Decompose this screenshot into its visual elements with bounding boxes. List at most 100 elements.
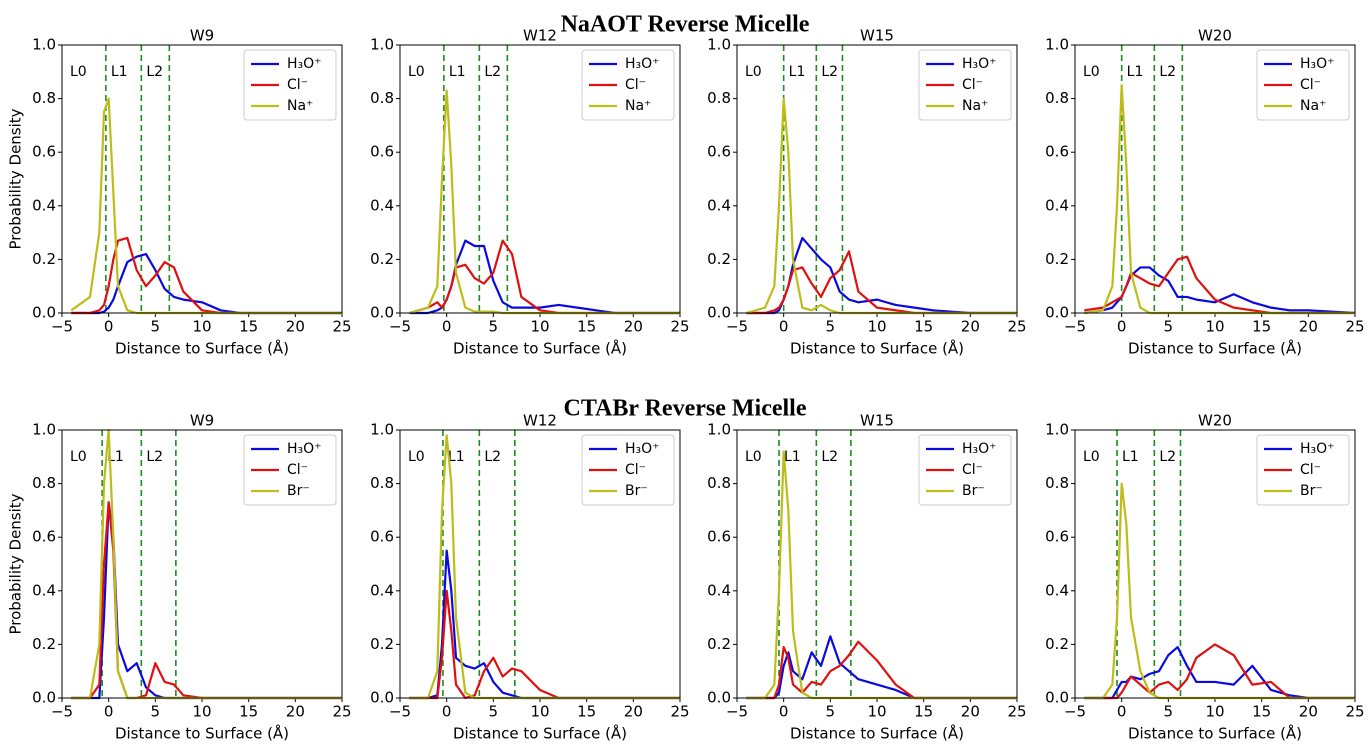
data-line: [409, 89, 680, 315]
x-tick-label: 10: [1205, 318, 1224, 336]
x-axis-label: Distance to Surface (Å): [453, 339, 627, 358]
x-tick-label: 15: [914, 703, 933, 721]
legend-label: Br⁻: [625, 483, 648, 499]
region-label: L1: [784, 449, 801, 465]
x-tick-label: −5: [51, 703, 73, 721]
legend-label: H₃O⁺: [962, 441, 997, 457]
chart-title: W12: [523, 27, 557, 45]
legend-box: [918, 434, 1012, 506]
y-tick-label: 0.6: [1045, 143, 1069, 161]
data-line: [1084, 643, 1355, 700]
axes-frame: [399, 44, 681, 314]
x-tick-label: 15: [239, 318, 258, 336]
data-line: [409, 239, 680, 315]
region-label: L0: [1083, 64, 1100, 80]
y-tick-label: 1.0: [370, 421, 394, 439]
y-tick-label: 1.0: [370, 36, 394, 54]
legend-label: Cl⁻: [1300, 462, 1321, 478]
legend-label: H₃O⁺: [287, 441, 322, 457]
section-heading: CTABr Reverse Micelle: [563, 396, 806, 422]
data-line: [409, 589, 680, 700]
y-tick-label: 0.0: [370, 689, 394, 707]
y-tick-label: 0.8: [1045, 89, 1069, 107]
x-tick-label: 15: [239, 703, 258, 721]
region-label: L2: [1159, 449, 1176, 465]
x-tick-label: 20: [961, 318, 980, 336]
x-axis-label: Distance to Surface (Å): [790, 724, 964, 743]
data-line: [1084, 482, 1355, 700]
y-tick-label: 0.4: [1045, 196, 1069, 214]
legend-label: Br⁻: [287, 483, 310, 499]
y-tick-label: 0.6: [32, 528, 56, 546]
y-tick-label: 0.8: [370, 89, 394, 107]
y-tick-label: 1.0: [32, 421, 56, 439]
data-line: [746, 250, 1017, 315]
x-tick-label: 5: [151, 318, 161, 336]
legend-label: Cl⁻: [1300, 77, 1321, 93]
x-tick-label: 5: [826, 318, 836, 336]
data-line: [1084, 645, 1355, 700]
data-line: [409, 239, 680, 315]
data-line: [1084, 266, 1356, 315]
data-line: [71, 501, 342, 700]
y-tick-label: 0.6: [32, 143, 56, 161]
y-axis-label: Probability Density: [7, 108, 25, 249]
x-tick-label: 0: [779, 318, 789, 336]
region-label: L0: [1083, 449, 1100, 465]
axes-frame: [736, 44, 1018, 314]
x-tick-label: 20: [624, 318, 643, 336]
x-tick-label: −5: [1064, 703, 1086, 721]
legend-box: [1256, 49, 1350, 121]
y-tick-label: 0.6: [370, 528, 394, 546]
region-label: L2: [484, 449, 501, 465]
y-tick-label: 0.8: [707, 89, 731, 107]
y-tick-label: 0.2: [32, 635, 56, 653]
legend-label: H₃O⁺: [1300, 56, 1335, 72]
y-tick-label: 0.4: [370, 581, 394, 599]
x-tick-label: 25: [1007, 703, 1026, 721]
chart-title: W20: [1198, 27, 1232, 45]
legend-label: Na⁺: [625, 98, 651, 114]
y-tick-label: 0.4: [32, 581, 56, 599]
y-tick-label: 0.6: [707, 528, 731, 546]
region-label: L2: [821, 449, 838, 465]
region-label: L0: [408, 449, 425, 465]
y-tick-label: 0.6: [1045, 528, 1069, 546]
region-label: L1: [1122, 449, 1139, 465]
x-tick-label: 25: [332, 703, 351, 721]
legend-label: H₃O⁺: [625, 56, 660, 72]
chart-title: W20: [1198, 412, 1232, 430]
x-tick-label: 25: [1007, 318, 1026, 336]
region-label: L0: [745, 64, 762, 80]
legend-label: H₃O⁺: [962, 56, 997, 72]
x-tick-label: 0: [779, 703, 789, 721]
legend-label: H₃O⁺: [1300, 441, 1335, 457]
axes-frame: [61, 429, 343, 699]
x-tick-label: 5: [1164, 703, 1174, 721]
x-tick-label: −5: [389, 703, 411, 721]
legend-label: Na⁺: [287, 98, 313, 114]
legend-label: Na⁺: [1300, 98, 1326, 114]
x-tick-label: −5: [389, 318, 411, 336]
x-tick-label: 10: [867, 703, 886, 721]
y-tick-label: 0.0: [707, 304, 731, 322]
axes-frame: [399, 429, 681, 699]
x-tick-label: 25: [332, 318, 351, 336]
y-tick-label: 0.4: [1045, 581, 1069, 599]
y-tick-label: 0.2: [370, 635, 394, 653]
x-tick-label: 5: [1164, 318, 1174, 336]
x-tick-label: 10: [192, 318, 211, 336]
x-tick-label: 10: [530, 318, 549, 336]
x-tick-label: 5: [826, 703, 836, 721]
x-tick-label: 10: [867, 318, 886, 336]
chart-title: W15: [860, 412, 894, 430]
x-tick-label: 15: [914, 318, 933, 336]
region-label: L1: [789, 64, 806, 80]
y-tick-label: 0.4: [32, 196, 56, 214]
x-tick-label: 10: [1205, 703, 1224, 721]
y-tick-label: 0.6: [707, 143, 731, 161]
x-tick-label: 15: [577, 318, 596, 336]
x-axis-label: Distance to Surface (Å): [790, 339, 964, 358]
region-label: L1: [449, 64, 466, 80]
y-tick-label: 0.2: [707, 635, 731, 653]
